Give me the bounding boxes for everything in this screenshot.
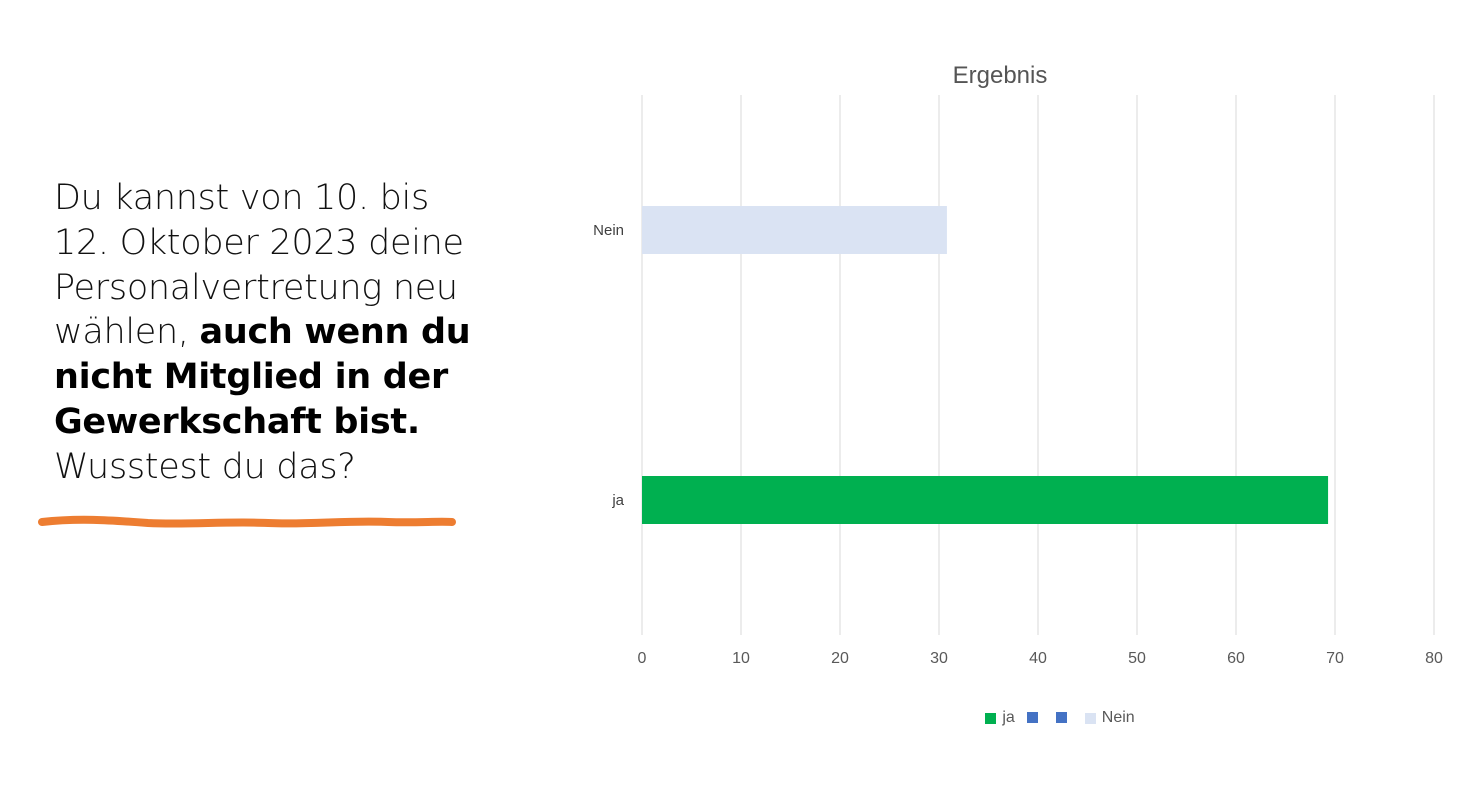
category-label-ja: ja — [611, 492, 624, 509]
x-tick-label: 50 — [1128, 650, 1146, 667]
x-tick-label: 70 — [1326, 650, 1344, 667]
chart-title: Ergebnis — [952, 62, 1048, 89]
x-tick-label: 80 — [1425, 650, 1443, 667]
legend-swatch — [1055, 712, 1067, 724]
category-label-nein: Nein — [593, 222, 624, 239]
legend-item: Nein — [1084, 709, 1135, 727]
legend-swatch — [985, 712, 997, 724]
legend-label: ja — [1002, 709, 1015, 726]
x-tick-label: 20 — [831, 650, 849, 667]
chart-legend: ja Nein — [560, 709, 1478, 727]
bar-chart: Ergebnis 0 10 20 30 40 50 60 70 80 ja Nein ja Nein — [560, 50, 1478, 750]
orange-underline-stroke — [38, 515, 456, 528]
x-tick-label: 40 — [1029, 650, 1047, 667]
legend-item — [1026, 709, 1044, 727]
legend-item: ja — [985, 709, 1015, 727]
question-text: Du kannst von 10. bis 12. Oktober 2023 d… — [54, 176, 494, 490]
legend-swatch — [1026, 712, 1038, 724]
x-tick-label: 10 — [732, 650, 750, 667]
question-bold: auch wenn du nicht Mitglied in der Gewer… — [54, 312, 471, 442]
bar-nein — [642, 206, 947, 254]
x-tick-label: 60 — [1227, 650, 1245, 667]
question-plain-2: Wusstest du das? — [54, 446, 356, 487]
bar-ja — [642, 476, 1329, 524]
legend-swatch — [1084, 712, 1096, 724]
chart-plot-area: 0 10 20 30 40 50 60 70 80 ja Nein — [593, 95, 1443, 667]
x-tick-label: 0 — [638, 650, 647, 667]
legend-label: Nein — [1101, 709, 1135, 726]
question-plain-1: Du kannst von 10. bis 12. Oktober 2023 d… — [54, 178, 464, 353]
x-tick-label: 30 — [930, 650, 948, 667]
legend-item — [1055, 709, 1073, 727]
